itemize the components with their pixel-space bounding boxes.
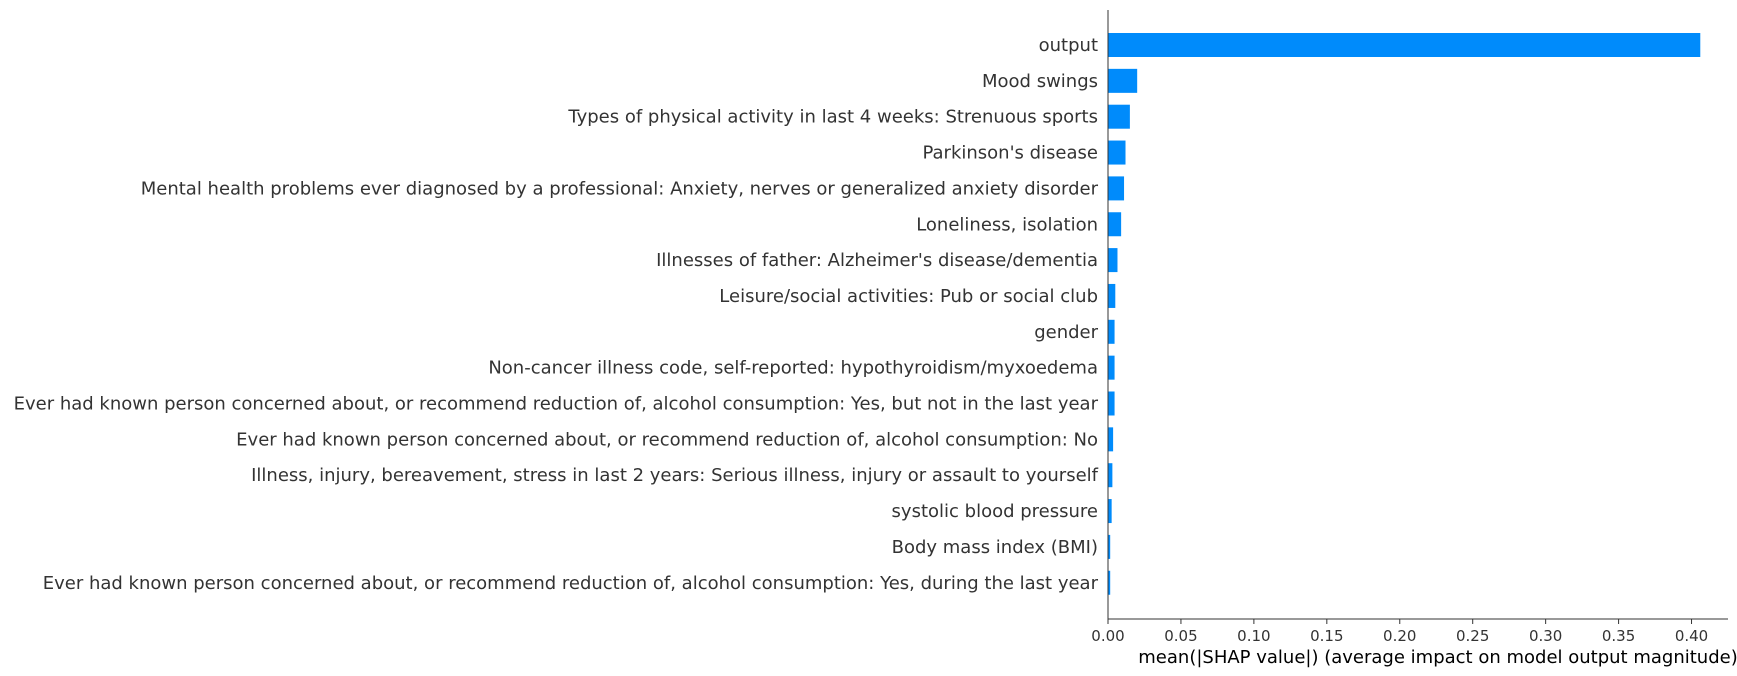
bar (1108, 68, 1138, 93)
x-tick-label: 0.40 (1675, 627, 1708, 645)
category-label: Ever had known person concerned about, o… (236, 429, 1098, 450)
bar (1108, 499, 1112, 524)
bar (1108, 283, 1116, 308)
category-label: Leisure/social activities: Pub or social… (719, 286, 1098, 307)
category-label: systolic blood pressure (892, 501, 1098, 522)
x-tick-label: 0.15 (1310, 627, 1343, 645)
x-tick-label: 0.35 (1602, 627, 1635, 645)
x-tick-label: 0.10 (1237, 627, 1270, 645)
bar (1108, 534, 1111, 559)
bar (1108, 212, 1122, 237)
x-tick-label: 0.05 (1164, 627, 1197, 645)
category-label: Parkinson's disease (922, 143, 1098, 164)
bar (1108, 248, 1118, 273)
category-label: Loneliness, isolation (916, 214, 1098, 235)
category-label: Illnesses of father: Alzheimer's disease… (656, 250, 1098, 271)
bar (1108, 176, 1125, 201)
category-label: Mental health problems ever diagnosed by… (141, 178, 1099, 199)
bar (1108, 33, 1701, 57)
category-label: Body mass index (BMI) (892, 537, 1098, 558)
x-tick-label: 0.25 (1456, 627, 1489, 645)
bar (1108, 427, 1114, 452)
category-label: Ever had known person concerned about, o… (14, 394, 1099, 415)
category-label: Types of physical activity in last 4 wee… (567, 107, 1098, 128)
x-tick-label: 0.20 (1383, 627, 1416, 645)
x-tick-label: 0.00 (1091, 627, 1124, 645)
bar (1108, 570, 1111, 595)
bar (1108, 391, 1115, 416)
bar (1108, 104, 1130, 129)
bar (1108, 355, 1115, 380)
bar (1108, 463, 1113, 488)
category-label: output (1039, 35, 1098, 56)
category-label: gender (1034, 322, 1098, 343)
bar (1108, 140, 1126, 165)
x-ticks-group: 0.00 0.05 0.10 0.15 0.20 0.25 0.30 0.35 0.40 (1091, 619, 1708, 645)
category-label: Non-cancer illness code, self-reported: … (488, 358, 1098, 379)
bars-group (1108, 33, 1701, 595)
category-label: Illness, injury, bereavement, stress in … (251, 465, 1099, 486)
x-tick-label: 0.30 (1529, 627, 1562, 645)
bar (1108, 319, 1115, 344)
category-label: Ever had known person concerned about, o… (43, 573, 1099, 594)
category-labels-group: output Mood swings Types of physical activ… (14, 35, 1099, 594)
category-label: Mood swings (982, 71, 1098, 92)
x-axis-title: mean(|SHAP value|) (average impact on mo… (1138, 647, 1737, 668)
